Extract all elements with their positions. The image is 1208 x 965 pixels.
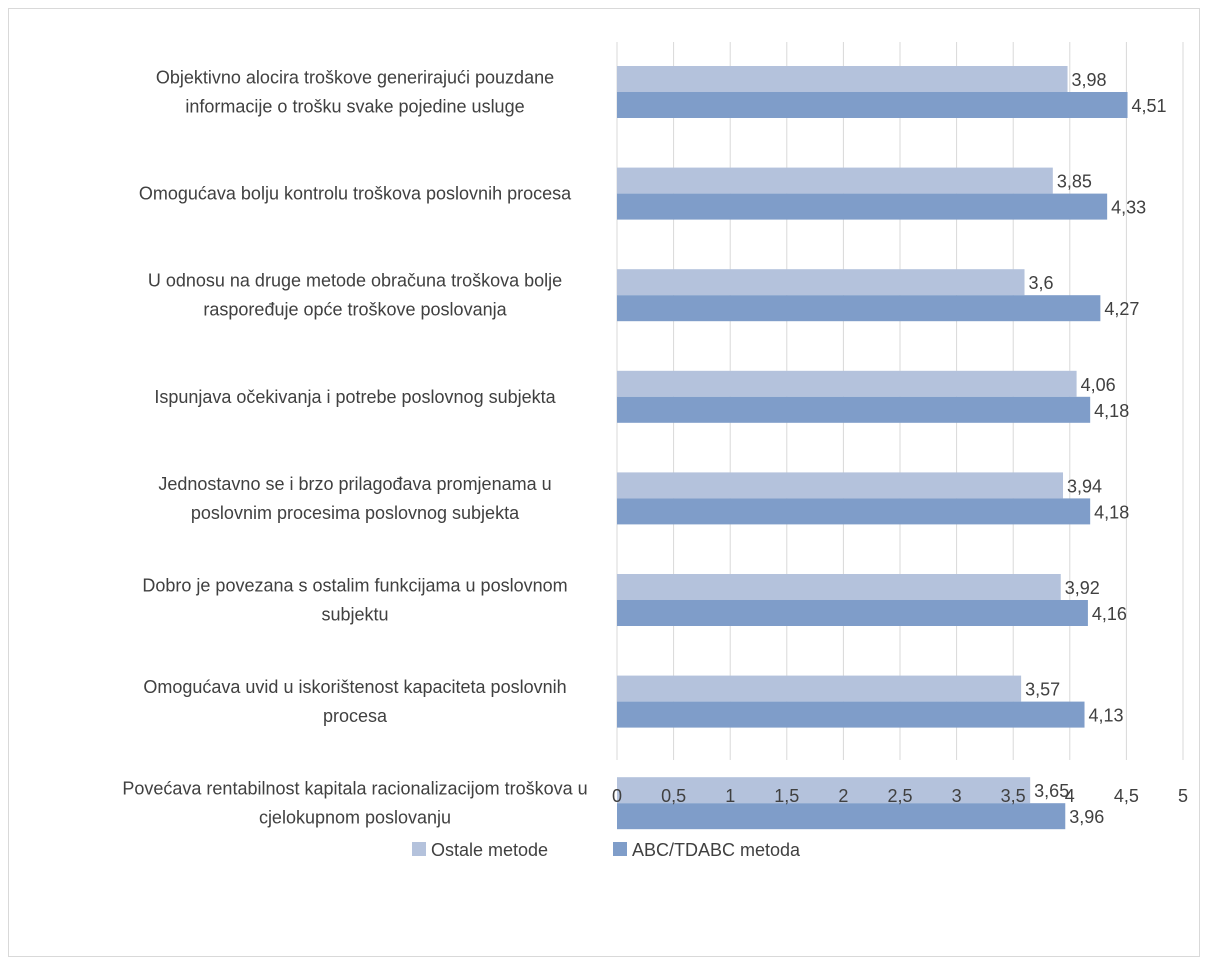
data-label: 3,65 <box>1034 781 1069 801</box>
data-label: 4,13 <box>1089 706 1124 726</box>
x-tick-label: 4,5 <box>1114 786 1139 806</box>
category-label: U odnosu na druge metode obračuna troško… <box>148 271 562 291</box>
category-label: subjektu <box>321 605 388 625</box>
bar-ostale-metode <box>617 269 1025 296</box>
category-labels: Objektivno alocira troškove generirajući… <box>122 68 587 828</box>
bar-abc-tdabc-metoda <box>617 803 1066 830</box>
legend-label: Ostale metode <box>431 840 548 860</box>
bar-ostale-metode <box>617 66 1068 92</box>
data-label: 4,18 <box>1094 401 1129 421</box>
data-label: 4,06 <box>1081 375 1116 395</box>
bar-abc-tdabc-metoda <box>617 295 1101 322</box>
x-tick-label: 0 <box>612 786 622 806</box>
bar-ostale-metode <box>617 370 1077 397</box>
x-tick-label: 3,5 <box>1001 786 1026 806</box>
data-label: 3,6 <box>1029 273 1054 293</box>
category-label: Jednostavno se i brzo prilagođava promje… <box>158 474 551 494</box>
bar-abc-tdabc-metoda <box>617 193 1108 220</box>
bar-ostale-metode <box>617 777 1031 804</box>
data-label: 4,33 <box>1111 198 1146 218</box>
x-tick-label: 5 <box>1178 786 1188 806</box>
x-tick-label: 3 <box>952 786 962 806</box>
data-label: 3,57 <box>1025 680 1060 700</box>
bar-ostale-metode <box>617 675 1022 702</box>
legend-label: ABC/TDABC metoda <box>632 840 801 860</box>
bars <box>617 66 1128 830</box>
category-label: cjelokupnom poslovanju <box>259 808 451 828</box>
legend-swatch <box>613 842 627 856</box>
data-labels: 3,98 4,51 3,85 4,33 3,6 4,27 4,06 4,18 3,94 4,18 3… <box>1025 70 1166 827</box>
x-tick-label: 0,5 <box>661 786 686 806</box>
category-label: informacije o trošku svake pojedine uslu… <box>185 97 524 117</box>
bar-abc-tdabc-metoda <box>617 701 1085 728</box>
data-label: 4,18 <box>1094 502 1129 522</box>
legend: Ostale metode ABC/TDABC metoda <box>412 840 801 860</box>
x-axis-tick-labels: 0 0,5 1 1,5 2 2,5 3 3,5 4 4,5 5 <box>612 786 1188 806</box>
x-tick-label: 2 <box>838 786 848 806</box>
bar-abc-tdabc-metoda <box>617 92 1128 118</box>
data-label: 3,94 <box>1067 476 1102 496</box>
data-label: 3,98 <box>1072 70 1107 90</box>
x-tick-label: 1 <box>725 786 735 806</box>
data-label: 3,92 <box>1065 578 1100 598</box>
category-label: raspoređuje opće troškove poslovanja <box>203 300 507 320</box>
x-tick-label: 1,5 <box>774 786 799 806</box>
data-label: 3,96 <box>1069 807 1104 827</box>
bar-ostale-metode <box>617 167 1053 194</box>
bar-ostale-metode <box>617 574 1061 600</box>
data-label: 4,16 <box>1092 604 1127 624</box>
category-label: Dobro je povezana s ostalim funkcijama u… <box>142 576 567 596</box>
bar-abc-tdabc-metoda <box>617 600 1088 626</box>
data-label: 4,51 <box>1132 96 1167 116</box>
category-label: Omogućava bolju kontrolu troškova poslov… <box>139 184 572 204</box>
bar-abc-tdabc-metoda <box>617 498 1091 525</box>
category-label: Ispunjava očekivanja i potrebe poslovnog… <box>154 387 556 407</box>
x-tick-label: 4 <box>1065 786 1075 806</box>
category-label: poslovnim procesima poslovnog subjekta <box>191 503 520 523</box>
data-label: 3,85 <box>1057 172 1092 192</box>
category-label: Objektivno alocira troškove generirajući… <box>156 68 554 88</box>
category-label: Povećava rentabilnost kapitala racionali… <box>122 779 587 799</box>
category-label: procesa <box>323 706 388 726</box>
data-label: 4,27 <box>1104 299 1139 319</box>
x-tick-label: 2,5 <box>887 786 912 806</box>
bar-ostale-metode <box>617 472 1064 499</box>
bar-abc-tdabc-metoda <box>617 396 1091 423</box>
legend-swatch <box>412 842 426 856</box>
category-label: Omogućava uvid u iskorištenost kapacitet… <box>143 677 566 697</box>
